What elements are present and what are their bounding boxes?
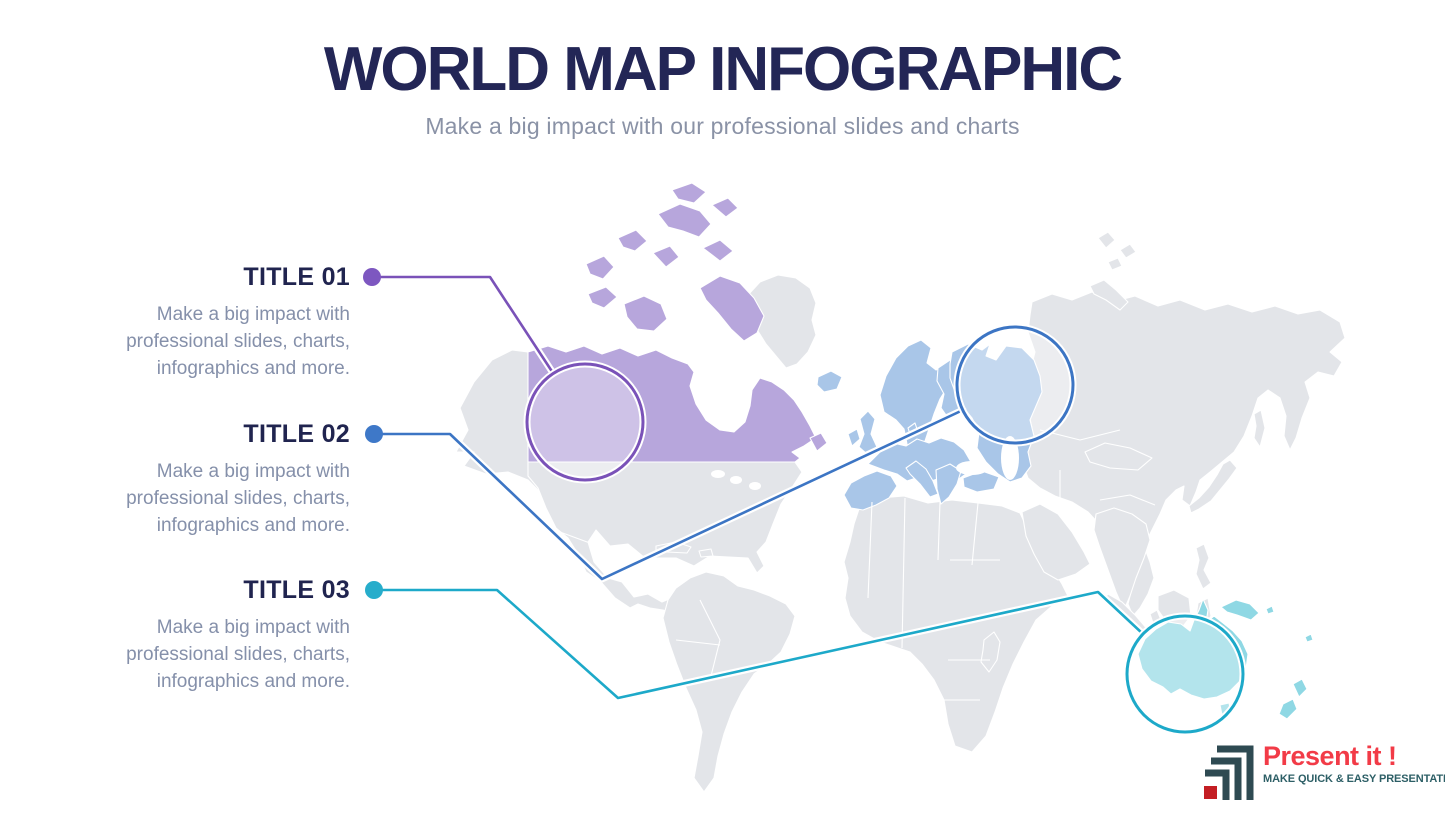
madagascar	[980, 631, 1001, 673]
canada-mainland	[527, 345, 817, 463]
hispaniola	[698, 548, 714, 558]
new-guinea	[1220, 599, 1260, 621]
baffin-island	[699, 275, 765, 342]
connector-line-2	[372, 408, 965, 581]
great-lake-2	[730, 476, 742, 484]
country-borders	[559, 429, 1156, 701]
great-lake-1	[711, 470, 725, 478]
arctic-island-4	[585, 255, 615, 280]
callout-3-description: Make a big impact with professional slid…	[126, 617, 350, 692]
svalbard-1	[1097, 231, 1116, 249]
brand-logo-icon	[1204, 745, 1254, 800]
callout-dot-3	[365, 581, 383, 599]
iceland	[816, 370, 843, 393]
victoria-island	[623, 295, 668, 332]
arctic-island-10	[711, 197, 739, 218]
novaya-zemlya	[1089, 279, 1129, 311]
brand-logo-text: Present it ! MAKE QUICK & EASY PRESENTAT…	[1263, 740, 1445, 786]
solomon	[1265, 605, 1275, 615]
callout-2: TITLE 02 Make a big impact with professi…	[88, 419, 350, 539]
svalbard-2	[1119, 243, 1137, 259]
callout-dots	[363, 268, 383, 599]
arctic-island-7	[587, 286, 618, 309]
callout-2-title: TITLE 02	[243, 420, 350, 448]
callout-1: TITLE 01 Make a big impact with professi…	[88, 262, 350, 382]
page-title: WORLD MAP INFOGRAPHIC	[323, 35, 1123, 104]
inland-waters	[711, 436, 1019, 490]
region-europe	[816, 339, 1043, 511]
arabia	[1021, 503, 1091, 581]
map-highlight-circle-1	[525, 362, 645, 482]
new-zealand-north	[1292, 678, 1308, 698]
callout-2-description: Make a big impact with professional slid…	[126, 461, 350, 536]
sakhalin	[1253, 409, 1266, 448]
new-zealand-south	[1278, 698, 1298, 720]
map-highlight-circle-3	[1125, 614, 1245, 734]
arctic-island-9	[671, 182, 707, 204]
usa-mexico	[527, 461, 803, 615]
region-north-america-canada	[527, 182, 828, 463]
caspian-sea	[1001, 436, 1019, 480]
japan	[1188, 459, 1238, 514]
callout-3: TITLE 03 Make a big impact with professi…	[88, 575, 350, 695]
great-lake-3	[749, 482, 761, 490]
connectors	[368, 273, 1147, 702]
connector-line-3	[372, 588, 1145, 700]
arctic-island-8	[702, 239, 734, 262]
map-highlight-circle-2	[955, 325, 1075, 445]
greenland	[746, 274, 817, 369]
logo-accent-square	[1204, 786, 1217, 799]
callout-1-description: Make a big impact with professional slid…	[126, 304, 350, 379]
asia-mainland	[1021, 291, 1346, 617]
brand-logo: Present it ! MAKE QUICK & EASY PRESENTAT…	[1203, 740, 1445, 800]
highlight-circles	[523, 323, 1247, 736]
arctic-island-5	[617, 229, 648, 252]
balkans	[935, 463, 962, 505]
connector-line-1	[370, 275, 555, 375]
callout-3-title: TITLE 03	[243, 576, 350, 604]
svalbard-3	[1107, 257, 1123, 271]
callout-dot-2	[365, 425, 383, 443]
great-britain	[858, 410, 878, 455]
brand-tagline: MAKE QUICK & EASY PRESENTATIONS	[1263, 773, 1445, 785]
brand-name: Present it !	[1263, 741, 1397, 771]
fiji	[1304, 633, 1314, 643]
page-subtitle: Make a big impact with our professional …	[425, 113, 1020, 139]
ireland	[847, 428, 861, 447]
callout-dot-1	[363, 268, 381, 286]
newfoundland	[809, 432, 828, 452]
ellesmere-island	[657, 203, 712, 238]
arctic-island-6	[652, 245, 680, 268]
black-sea	[956, 461, 988, 475]
india	[1093, 507, 1151, 611]
philippines	[1195, 543, 1212, 590]
callout-1-title: TITLE 01	[243, 263, 350, 291]
